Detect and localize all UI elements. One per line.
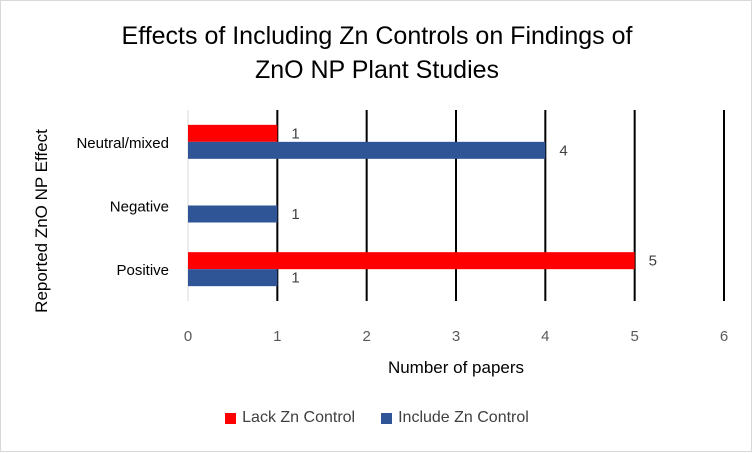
- data-label: 1: [291, 125, 299, 142]
- bar: [188, 124, 278, 142]
- bar: [188, 205, 278, 223]
- chart-title-line-1: Effects of Including Zn Controls on Find…: [121, 22, 633, 50]
- legend-swatch-include: [381, 412, 393, 424]
- y-tick-label: Positive: [116, 262, 169, 279]
- x-tick-label: 0: [184, 328, 192, 345]
- x-tick-label: 6: [720, 328, 728, 345]
- chart-title: Effects of Including Zn Controls on Find…: [1, 19, 752, 87]
- bar: [188, 141, 546, 159]
- y-tick-label: Neutral/mixed: [76, 135, 169, 152]
- data-label: 1: [291, 270, 299, 287]
- chart-title-line-2: ZnO NP Plant Studies: [254, 56, 500, 84]
- legend-label-include: Include Zn Control: [398, 409, 529, 426]
- x-tick-label: 1: [273, 328, 281, 345]
- legend-item-lack: Lack Zn Control: [225, 409, 355, 427]
- data-label: 4: [559, 142, 567, 159]
- y-axis-title: Reported ZnO NP Effect: [32, 129, 51, 313]
- bar: [188, 269, 278, 287]
- x-tick-label: 5: [630, 328, 638, 345]
- legend-label-lack: Lack Zn Control: [242, 409, 356, 426]
- legend: Lack Zn Control Include Zn Control: [1, 409, 752, 427]
- bar: [188, 252, 635, 270]
- x-tick-label: 3: [452, 328, 460, 345]
- x-axis-title: Number of papers: [388, 358, 524, 377]
- data-label: 1: [291, 206, 299, 223]
- x-tick-label: 4: [541, 328, 549, 345]
- legend-swatch-lack: [225, 412, 237, 424]
- x-tick-label: 2: [362, 328, 370, 345]
- data-label: 5: [649, 253, 657, 270]
- y-tick-label: Negative: [110, 199, 169, 216]
- legend-item-include: Include Zn Control: [381, 409, 529, 427]
